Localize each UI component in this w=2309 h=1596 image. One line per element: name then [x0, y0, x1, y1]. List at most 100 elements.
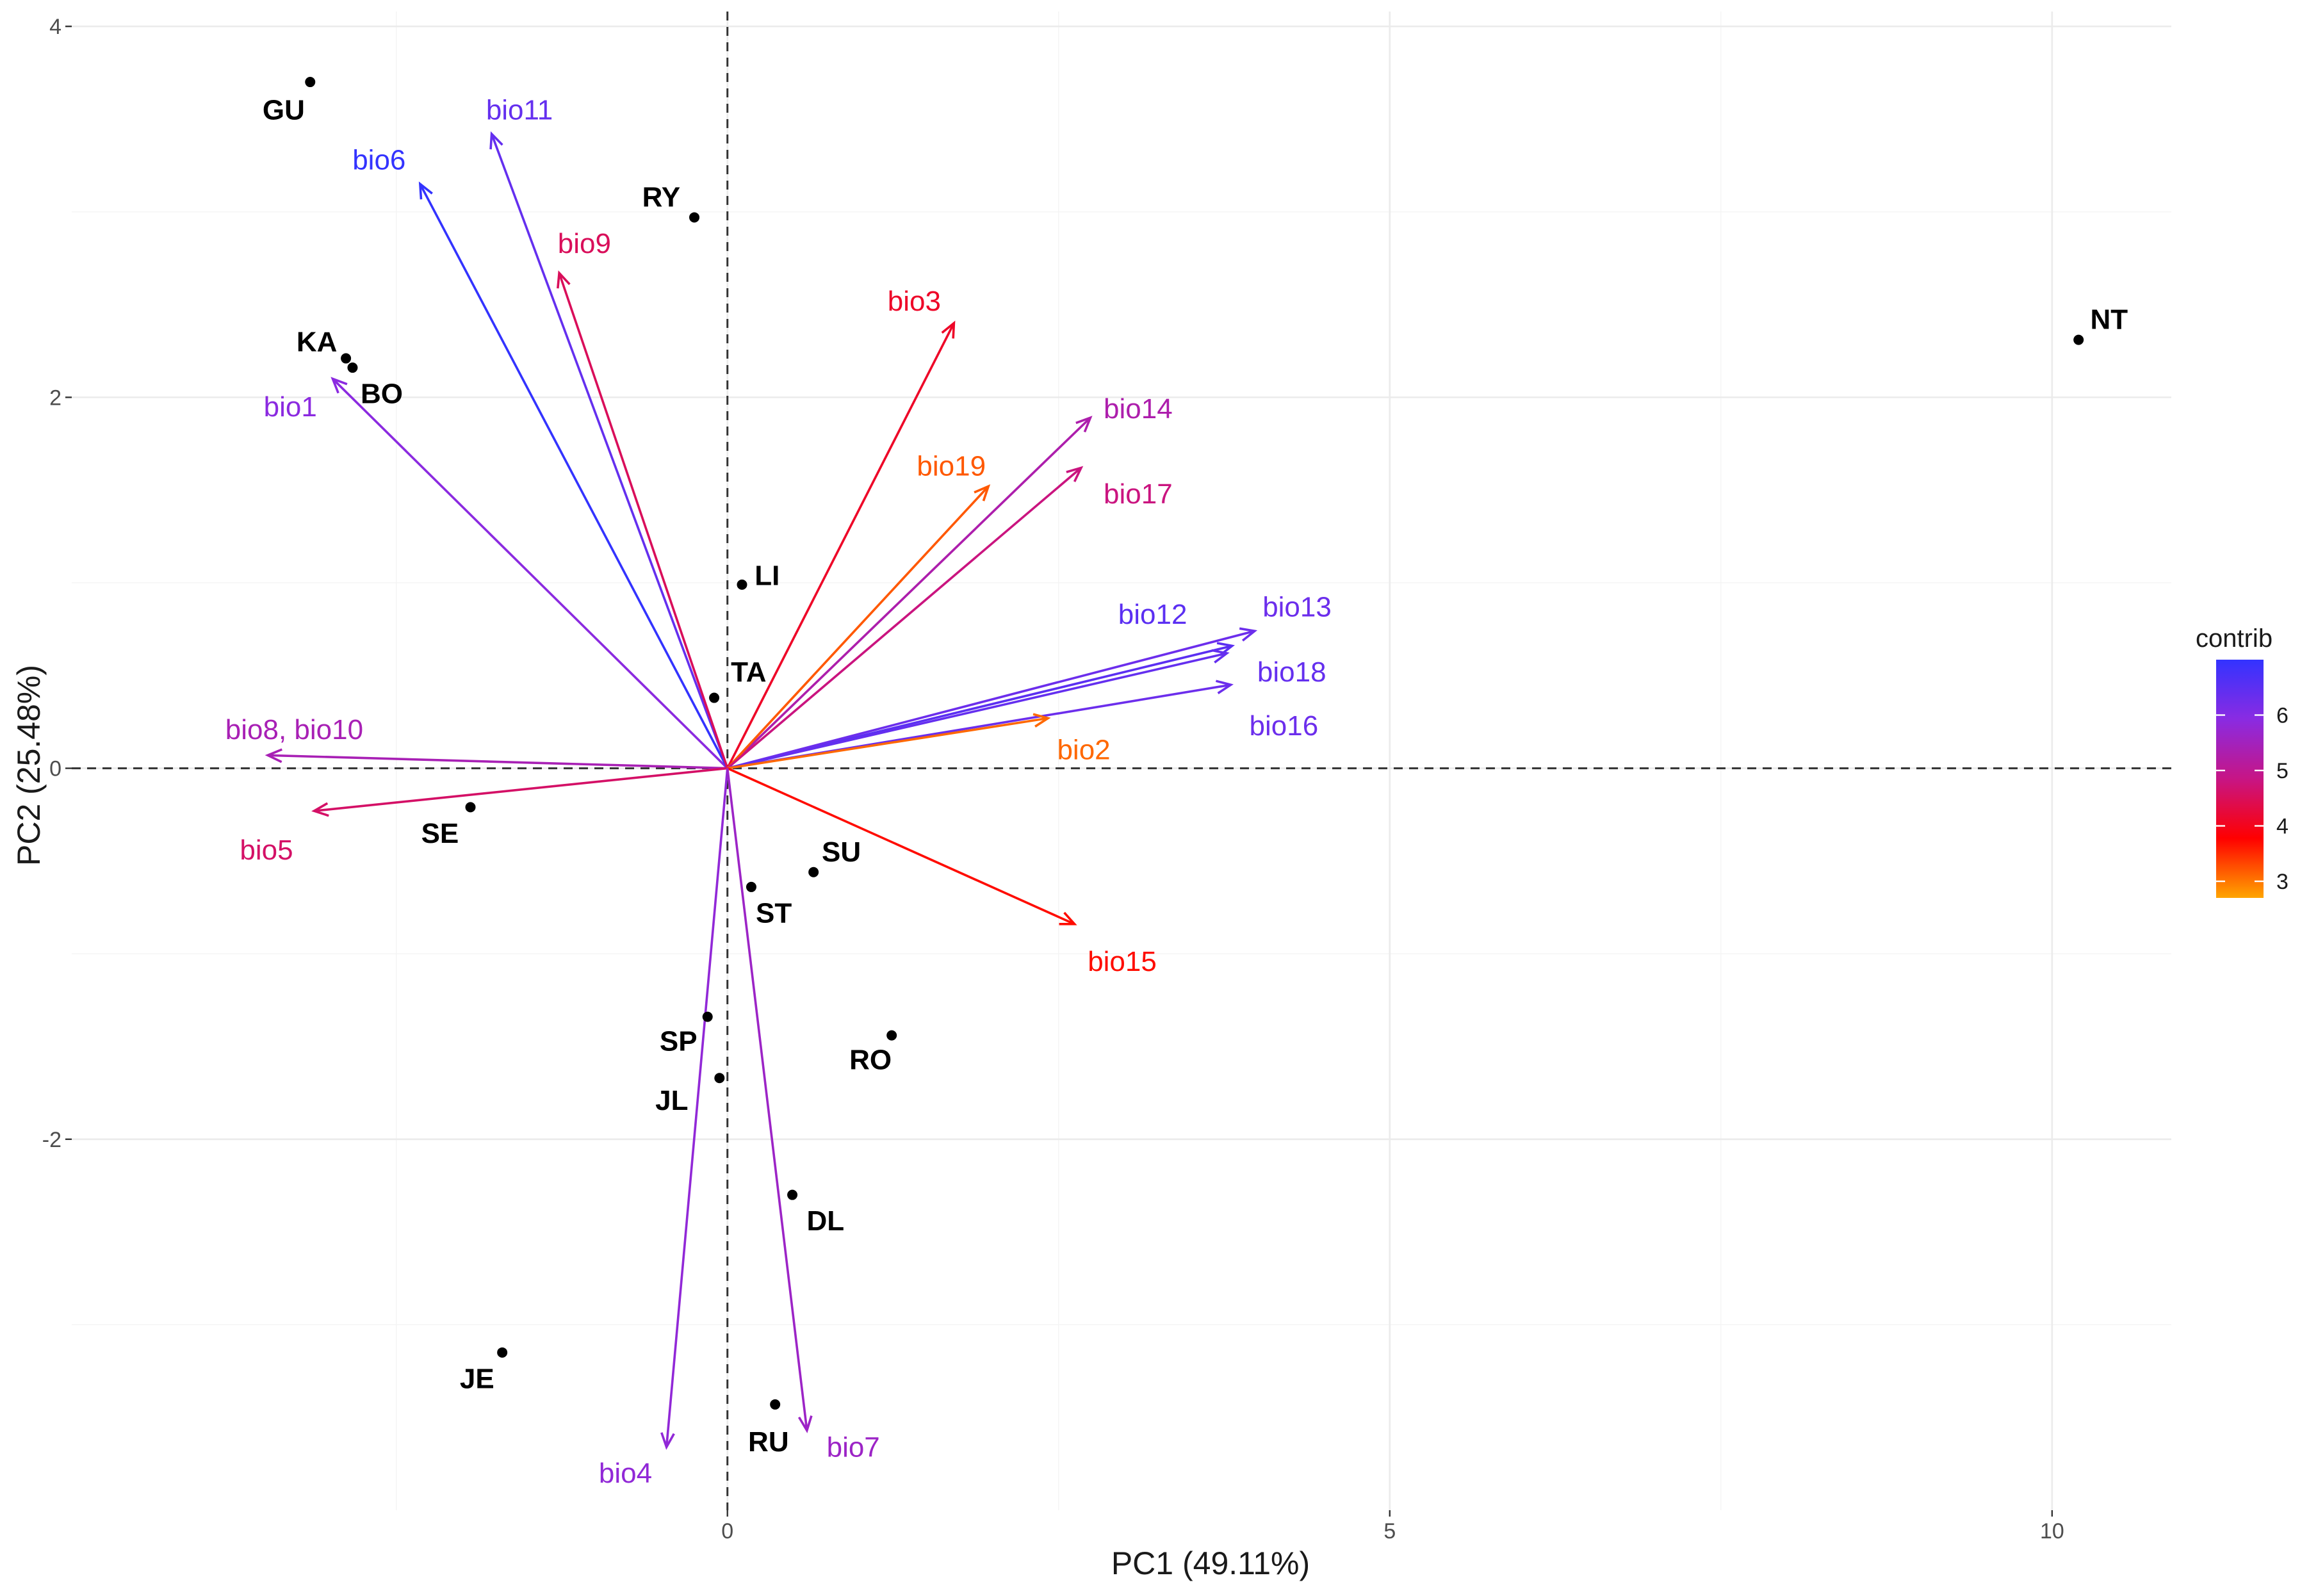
- variable-label-bio12: bio12: [1118, 599, 1187, 630]
- grid-lines: [72, 12, 2171, 1510]
- variable-label-bio2: bio2: [1057, 735, 1110, 766]
- point-label-RU: RU: [748, 1426, 789, 1458]
- arrow-head: [418, 181, 433, 200]
- arrow-bio6: [418, 181, 729, 769]
- arrow-head: [1215, 680, 1234, 695]
- variable-label-bio3: bio3: [888, 286, 941, 317]
- point-label-BO: BO: [361, 379, 403, 410]
- legend-tick-label: 5: [2276, 759, 2289, 783]
- arrow-bio1: [330, 377, 728, 769]
- point-label-JE: JE: [460, 1363, 494, 1394]
- arrow-head: [311, 802, 329, 817]
- point-TA: [709, 692, 720, 703]
- arrow-bio3: [726, 320, 956, 769]
- legend-colorbar: [2216, 660, 2264, 898]
- contrib-legend: contrib 3 4 5 6: [2196, 624, 2289, 898]
- variable-label-bio11: bio11: [486, 94, 553, 126]
- arrow-bio11: [489, 131, 729, 769]
- arrow-head: [1066, 466, 1084, 482]
- variable-label-bio14: bio14: [1104, 393, 1173, 425]
- variable-label-bio5: bio5: [240, 835, 293, 866]
- axes: 0 5 10 -2 0 2 4: [42, 15, 2064, 1543]
- point-label-KA: KA: [297, 326, 338, 357]
- y-tick-label: -2: [42, 1128, 61, 1152]
- arrow-head: [1211, 649, 1230, 664]
- arrow-bio18: [727, 649, 1230, 770]
- arrow-shaft: [726, 467, 1082, 769]
- arrow-head: [557, 270, 571, 289]
- arrow-shaft: [419, 183, 729, 769]
- point-LI: [737, 579, 747, 590]
- arrow-bio5: [311, 767, 728, 817]
- arrow-head: [1075, 416, 1093, 433]
- point-SU: [808, 867, 819, 877]
- y-axis-title: PC2 (25.48%): [11, 665, 47, 866]
- point-label-SP: SP: [660, 1025, 698, 1057]
- arrow-head: [660, 1432, 675, 1450]
- variable-label-bio13: bio13: [1262, 592, 1332, 623]
- arrow-shaft: [332, 378, 728, 769]
- variable-label-bio18: bio18: [1257, 656, 1326, 688]
- point-SE: [465, 802, 476, 813]
- arrow-head: [1239, 627, 1258, 642]
- legend-ticks: 3 4 5 6: [2216, 704, 2289, 894]
- point-JL: [714, 1073, 725, 1084]
- point-BO: [347, 362, 358, 373]
- point-RO: [886, 1030, 897, 1041]
- point-RY: [689, 212, 700, 223]
- variable-label-bio7: bio7: [827, 1432, 880, 1463]
- point-label-DL: DL: [806, 1205, 844, 1237]
- legend-title: contrib: [2196, 624, 2272, 653]
- variable-label-bio16: bio16: [1250, 710, 1319, 742]
- arrow-bio15: [726, 767, 1077, 925]
- arrow-bio4: [660, 768, 729, 1450]
- point-label-SU: SU: [822, 836, 861, 868]
- arrow-bio8-bio10: [265, 748, 728, 770]
- arrow-head: [974, 484, 991, 501]
- arrow-bio17: [726, 466, 1084, 769]
- legend-tick-label: 3: [2276, 870, 2289, 894]
- y-tick-label: 0: [49, 757, 61, 781]
- arrow-shaft: [727, 630, 1255, 770]
- x-tick-label: 0: [721, 1519, 733, 1543]
- point-label-GU: GU: [263, 94, 305, 126]
- legend-tick-label: 4: [2276, 815, 2289, 839]
- arrow-shaft: [558, 272, 729, 769]
- arrow-shaft: [314, 767, 728, 812]
- point-NT: [2073, 334, 2084, 345]
- arrow-shaft: [490, 133, 729, 769]
- arrow-head: [265, 748, 282, 763]
- arrow-shaft: [726, 767, 1075, 925]
- x-tick-label: 5: [1383, 1519, 1396, 1543]
- variable-label-bio17: bio17: [1104, 478, 1173, 510]
- point-SP: [702, 1011, 713, 1022]
- arrow-shaft: [726, 322, 955, 769]
- arrow-bio7: [726, 768, 813, 1433]
- labels: bio1 bio6 bio11 bio9 bio3 bio14 bio19 bio17 bio1…: [225, 94, 2128, 1489]
- point-label-JL: JL: [655, 1085, 688, 1116]
- arrow-shaft: [726, 416, 1091, 769]
- point-KA: [341, 353, 352, 364]
- point-label-TA: TA: [731, 656, 766, 688]
- arrow-head: [1059, 911, 1077, 925]
- variable-label-bio4: bio4: [599, 1458, 652, 1489]
- point-GU: [305, 77, 316, 88]
- arrow-shaft: [726, 485, 990, 769]
- arrow-shaft: [727, 717, 1048, 770]
- variable-label-bio9: bio9: [558, 228, 611, 259]
- point-label-LI: LI: [755, 560, 779, 591]
- arrow-bio9: [557, 270, 729, 769]
- arrow-head: [797, 1415, 813, 1433]
- x-axis-title: PC1 (49.11%): [1111, 1545, 1310, 1581]
- arrow-shaft: [727, 652, 1227, 770]
- variable-label-bio19: bio19: [917, 451, 986, 482]
- plot-panel: [72, 12, 2171, 1510]
- arrow-bio13: [727, 627, 1258, 770]
- point-DL: [787, 1189, 798, 1200]
- point-label-RY: RY: [642, 182, 681, 213]
- arrow-shaft: [268, 754, 728, 770]
- y-tick-label: 2: [49, 386, 61, 410]
- arrow-bio14: [726, 416, 1093, 769]
- arrow-head: [489, 131, 503, 150]
